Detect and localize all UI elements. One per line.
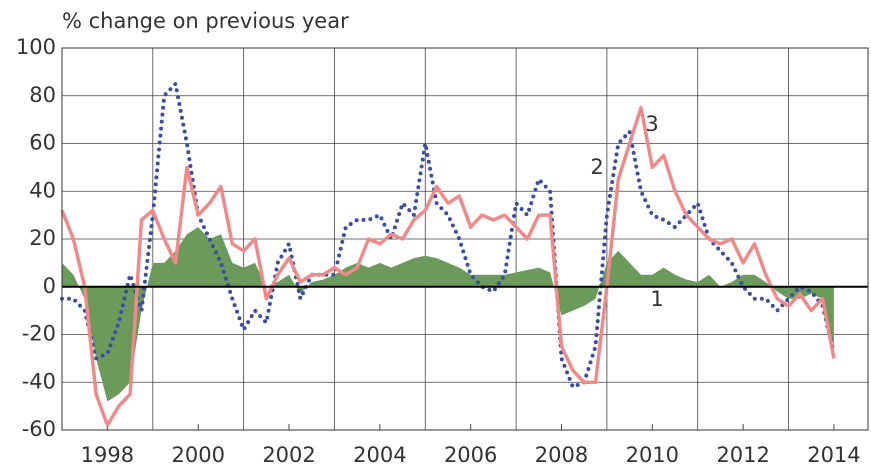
y-tick-label: 60: [29, 131, 56, 155]
series-label: 3: [645, 112, 658, 136]
x-tick-label: 2008: [535, 443, 588, 467]
x-tick-label: 2014: [807, 443, 860, 467]
area: [62, 227, 834, 402]
y-tick-label: -60: [22, 417, 56, 441]
series-label: 2: [590, 155, 603, 179]
y-tick-label: 0: [43, 274, 56, 298]
y-tick-label: -20: [22, 322, 56, 346]
x-tick-label: 2000: [171, 443, 224, 467]
x-tick-label: 2006: [444, 443, 497, 467]
series-label: 1: [650, 287, 663, 311]
dotted-line: [60, 81, 836, 389]
x-tick-label: 2004: [353, 443, 406, 467]
y-tick-label: 40: [29, 178, 56, 202]
y-tick-label: 20: [29, 226, 56, 250]
x-tick-label: 2012: [716, 443, 769, 467]
x-tick-label: 2010: [626, 443, 679, 467]
y-tick-label: 100: [16, 35, 56, 59]
y-tick-label: -40: [22, 369, 56, 393]
y-tick-label: 80: [29, 83, 56, 107]
plot-frame: [61, 47, 869, 431]
chart-title: % change on previous year: [62, 9, 349, 33]
line: [60, 105, 836, 427]
x-tick-label: 1998: [81, 443, 134, 467]
x-tick-label: 2002: [262, 443, 315, 467]
